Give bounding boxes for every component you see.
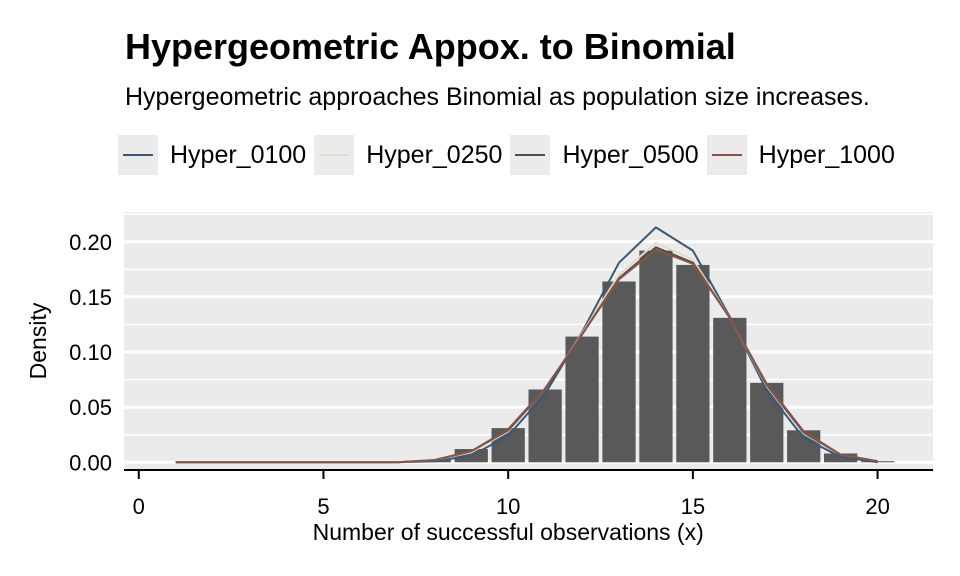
x-tick-label: 10	[496, 494, 520, 519]
legend-line-hyper-0250	[319, 154, 350, 156]
series-line-hyper-1000	[175, 248, 878, 464]
legend-label: Hyper_0250	[366, 140, 503, 169]
legend-item-hyper-0500: Hyper_0500	[510, 135, 699, 175]
bar	[713, 317, 747, 463]
bars	[417, 250, 895, 463]
bar	[565, 336, 599, 463]
legend-line-hyper-1000	[711, 154, 742, 156]
legend-line-hyper-0500	[515, 154, 546, 156]
legend-key	[314, 135, 355, 175]
bar	[602, 281, 636, 463]
legend: Hyper_0100 Hyper_0250 Hyper_0500 Hyper_1…	[118, 135, 903, 175]
x-tick-label: 5	[317, 494, 329, 519]
y-axis-ticks: 0.00 0.05 0.10 0.15 0.20	[69, 230, 112, 476]
legend-key	[706, 135, 747, 175]
y-tick-label: 0.20	[69, 230, 112, 255]
series-lines	[175, 226, 878, 464]
bar	[824, 453, 858, 463]
y-tick-label: 0.15	[69, 285, 112, 310]
y-tick-label: 0.10	[69, 340, 112, 365]
bar	[750, 382, 784, 463]
x-tick-label: 0	[133, 494, 145, 519]
legend-item-hyper-0100: Hyper_0100	[118, 135, 306, 175]
chart-subtitle: Hypergeometric approaches Binomial as po…	[125, 83, 870, 111]
y-tick-label: 0.05	[69, 395, 112, 420]
x-tick-label: 15	[681, 494, 705, 519]
y-axis-label: Density	[25, 302, 51, 379]
legend-label: Hyper_0100	[170, 140, 307, 169]
legend-item-hyper-0250: Hyper_0250	[314, 135, 502, 175]
legend-label: Hyper_0500	[562, 140, 699, 169]
legend-label: Hyper_1000	[758, 140, 895, 169]
bar	[639, 250, 673, 463]
legend-line-hyper-0100	[123, 154, 153, 156]
x-axis-label: Number of successful observations (x)	[313, 519, 704, 545]
x-axis-ticks: 0 5 10 15 20	[133, 470, 890, 519]
x-tick-label: 20	[865, 494, 889, 519]
legend-key	[510, 135, 551, 175]
chart-title: Hypergeometric Appox. to Binomial	[125, 26, 736, 67]
bar	[491, 428, 525, 463]
legend-item-hyper-1000: Hyper_1000	[706, 135, 895, 175]
bar	[787, 430, 821, 463]
bar	[676, 264, 710, 463]
legend-key	[118, 135, 158, 175]
y-tick-label: 0.00	[69, 450, 112, 475]
